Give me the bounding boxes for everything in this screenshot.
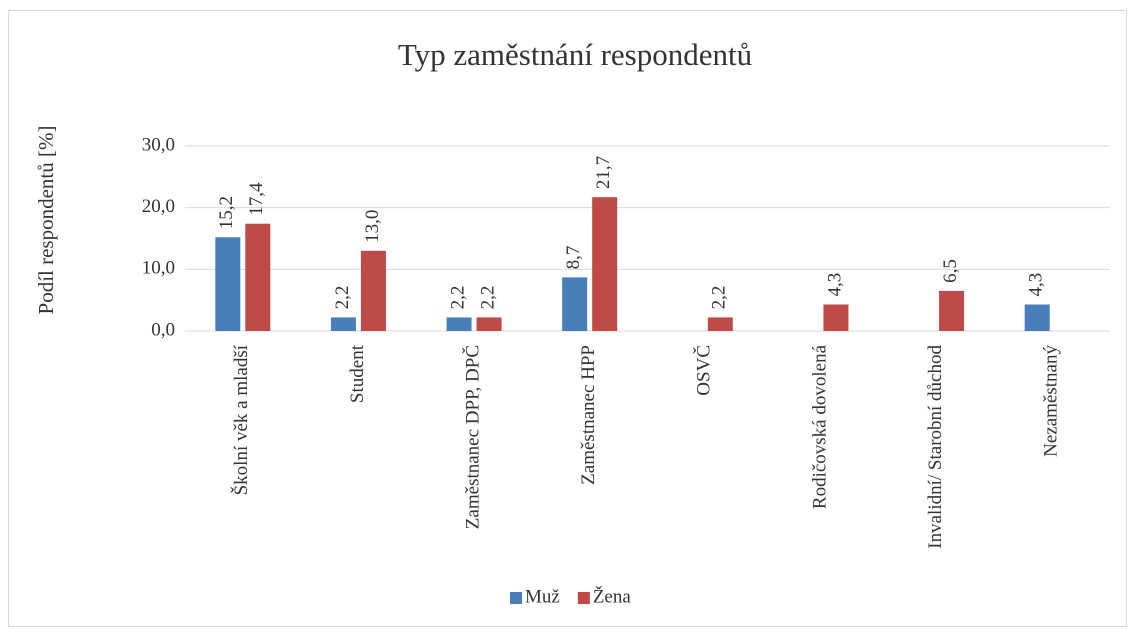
- bar: [562, 277, 588, 331]
- x-tick-label: Student: [347, 344, 368, 403]
- y-tick-label: 0,0: [151, 319, 175, 340]
- value-label: 2,2: [709, 286, 730, 310]
- x-tick-label: Nezaměstnaný: [1041, 345, 1062, 457]
- bar: [446, 317, 472, 331]
- y-tick-label: 10,0: [142, 258, 175, 279]
- bar: [330, 317, 356, 331]
- x-tick-label: Zaměstnanec HPP: [578, 345, 599, 485]
- value-label: 13,0: [362, 210, 383, 243]
- bar: [360, 250, 386, 331]
- value-label: 4,3: [1026, 273, 1047, 297]
- y-tick-label: 20,0: [142, 196, 175, 217]
- value-label: 21,7: [593, 156, 614, 189]
- value-label: 2,2: [447, 286, 468, 310]
- value-label: 6,5: [940, 259, 961, 283]
- bar: [592, 197, 618, 331]
- x-tick-label: Školní věk a mladší: [230, 344, 252, 495]
- value-label: 2,2: [477, 286, 498, 310]
- bar: [939, 290, 965, 331]
- bar: [476, 317, 502, 331]
- bar: [1024, 304, 1050, 331]
- value-label: 17,4: [246, 182, 267, 216]
- legend-label: Muž: [525, 586, 560, 607]
- bar: [215, 237, 241, 331]
- x-tick-label: Rodičovská dovolená: [809, 344, 830, 509]
- bar: [707, 317, 733, 331]
- value-label: 15,2: [216, 196, 237, 229]
- chart-title: Typ zaměstnání respondentů: [398, 37, 752, 72]
- bar: [245, 223, 271, 331]
- y-axis-title: Podíl respondentů [%]: [34, 126, 58, 315]
- bar: [823, 304, 849, 331]
- legend-label: Žena: [593, 585, 632, 607]
- x-tick-label: Invalidní/ Starobní důchod: [925, 345, 946, 549]
- value-label: 2,2: [332, 286, 353, 310]
- value-label: 8,7: [563, 246, 584, 270]
- legend-swatch: [577, 592, 590, 604]
- x-tick-label: Zaměstnanec DPP, DPČ: [461, 345, 483, 529]
- legend-swatch: [510, 592, 522, 604]
- value-label: 4,3: [824, 273, 845, 297]
- y-tick-label: 30,0: [142, 134, 175, 155]
- x-tick-label: OSVČ: [693, 345, 715, 396]
